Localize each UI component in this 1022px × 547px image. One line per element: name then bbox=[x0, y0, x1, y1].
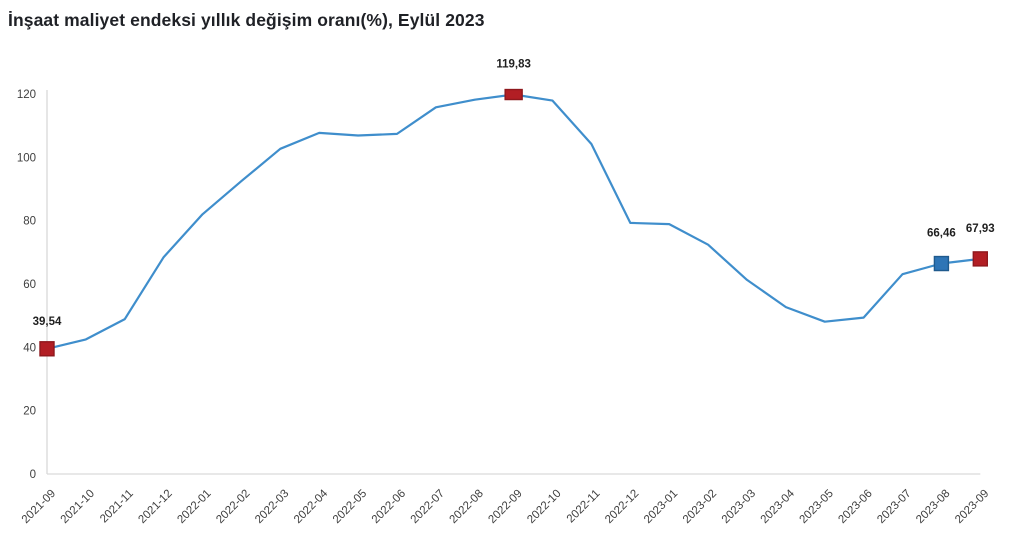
data-marker-2022-09[interactable] bbox=[504, 88, 523, 101]
data-marker-2023-09[interactable] bbox=[972, 251, 988, 267]
x-tick-label-2022-04: 2022-04 bbox=[292, 487, 331, 526]
series-line bbox=[45, 93, 982, 350]
x-tick-label-2023-04: 2023-04 bbox=[759, 487, 798, 526]
x-tick-label-2023-05: 2023-05 bbox=[798, 488, 836, 526]
x-tick-label-2021-12: 2021-12 bbox=[136, 488, 174, 526]
data-label-2021-09: 39,54 bbox=[33, 316, 62, 328]
x-tick-label-2022-01: 2022-01 bbox=[175, 488, 213, 526]
x-tick-label-2023-09: 2023-09 bbox=[953, 488, 991, 526]
y-tick-label-60: 60 bbox=[23, 279, 36, 291]
x-tick-label-2022-05: 2022-05 bbox=[331, 488, 369, 526]
y-tick-label-120: 120 bbox=[17, 89, 36, 101]
x-tick-label-2022-12: 2022-12 bbox=[603, 488, 641, 526]
x-tick-label-2022-09: 2022-09 bbox=[486, 488, 524, 526]
y-tick-label-20: 20 bbox=[23, 406, 36, 418]
x-tick-label-2022-03: 2022-03 bbox=[253, 488, 291, 526]
chart-title: İnşaat maliyet endeksi yıllık değişim or… bbox=[8, 10, 485, 30]
x-tick-label-2023-08: 2023-08 bbox=[914, 488, 952, 526]
x-tick-label-2022-07: 2022-07 bbox=[409, 488, 447, 526]
y-tick-label-80: 80 bbox=[23, 216, 36, 228]
x-tick-label-2021-10: 2021-10 bbox=[59, 488, 97, 526]
x-tick-label-2022-06: 2022-06 bbox=[370, 488, 408, 526]
x-tick-label-2021-11: 2021-11 bbox=[98, 488, 136, 526]
x-tick-label-2022-11: 2022-11 bbox=[565, 488, 603, 526]
x-tick-label-2023-01: 2023-01 bbox=[642, 488, 680, 526]
data-marker-2021-09[interactable] bbox=[39, 341, 55, 357]
data-label-2023-08: 66,46 bbox=[927, 228, 956, 240]
x-tick-label-2021-09: 2021-09 bbox=[20, 488, 58, 526]
y-tick-label-100: 100 bbox=[17, 152, 36, 164]
x-tick-label-2023-03: 2023-03 bbox=[720, 488, 758, 526]
data-label-2022-09: 119,83 bbox=[496, 59, 531, 71]
y-tick-label-0: 0 bbox=[30, 469, 36, 481]
data-label-2023-09: 67,93 bbox=[966, 223, 995, 235]
data-marker-2023-08[interactable] bbox=[933, 255, 950, 272]
x-tick-label-2022-10: 2022-10 bbox=[525, 488, 563, 526]
x-tick-label-2023-07: 2023-07 bbox=[875, 488, 913, 526]
x-tick-label-2023-02: 2023-02 bbox=[681, 488, 719, 526]
x-tick-label-2023-06: 2023-06 bbox=[836, 488, 874, 526]
y-tick-label-40: 40 bbox=[23, 342, 36, 354]
x-tick-label-2022-08: 2022-08 bbox=[448, 488, 486, 526]
x-tick-label-2022-02: 2022-02 bbox=[214, 488, 252, 526]
